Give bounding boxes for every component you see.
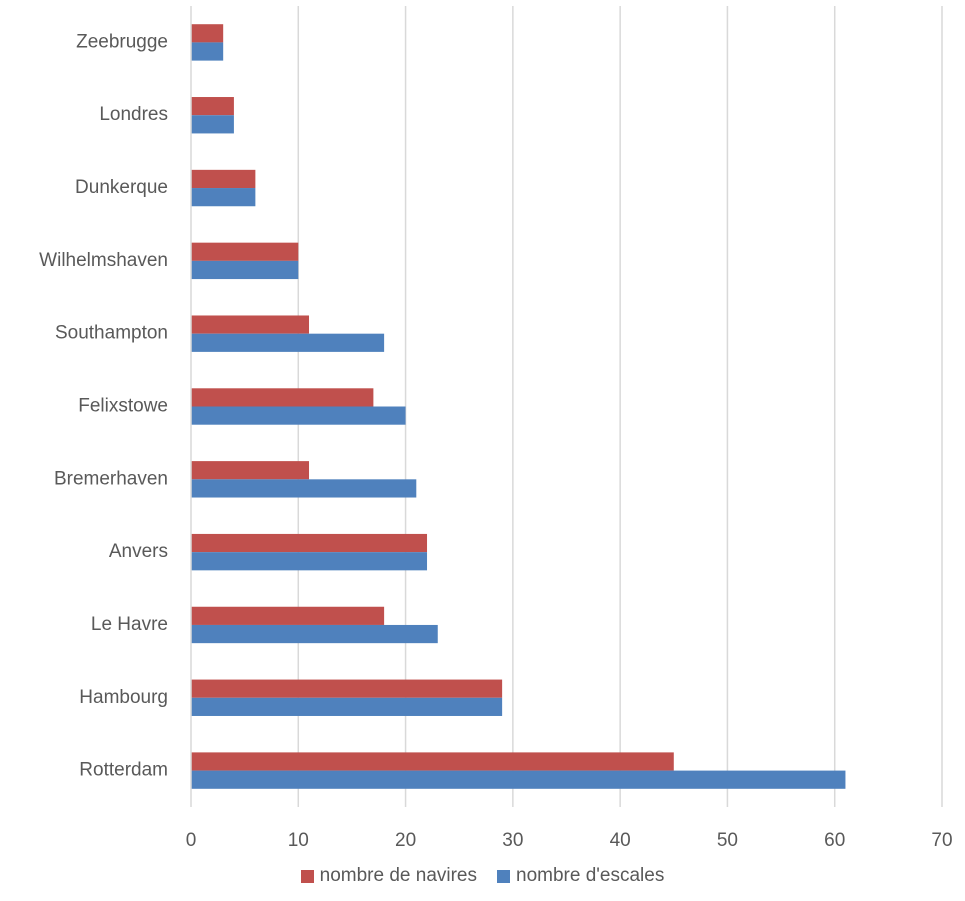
gridlines [297, 6, 943, 807]
category-label-zeebrugge: Zeebrugge [76, 31, 168, 52]
bar-escales-anvers [191, 552, 428, 571]
category-label-felixstowe: Felixstowe [78, 396, 168, 417]
category-label-dunkerque: Dunkerque [75, 177, 168, 198]
bars [191, 24, 846, 789]
bar-navires-zeebrugge [191, 24, 224, 43]
category-label-wilhelmshaven: Wilhelmshaven [39, 250, 168, 271]
bar-navires-londres [191, 97, 234, 116]
x-tick-label-50: 50 [717, 830, 738, 851]
bar-navires-dunkerque [191, 169, 256, 189]
bar-escales-le-havre [191, 624, 438, 644]
x-tick-label-30: 30 [502, 830, 523, 851]
bar-navires-southampton [191, 315, 310, 334]
category-label-le-havre: Le Havre [91, 614, 168, 635]
legend-item-navires: nombre de navires [300, 865, 478, 887]
category-label-bremerhaven: Bremerhaven [54, 468, 168, 489]
bar-navires-le-havre [191, 606, 385, 625]
x-tick-label-20: 20 [395, 830, 416, 851]
bar-navires-hambourg [191, 679, 503, 698]
bar-escales-dunkerque [191, 188, 256, 207]
x-tick-label-60: 60 [824, 830, 845, 851]
x-tick-label-10: 10 [288, 830, 309, 851]
category-label-rotterdam: Rotterdam [79, 760, 168, 781]
bar-escales-southampton [191, 333, 385, 352]
axes: Rotterdam Hambourg Le Havre Anvers Bremerhav… [39, 6, 953, 851]
bar-escales-londres [191, 115, 234, 134]
bar-navires-felixstowe [191, 388, 374, 407]
category-label-anvers: Anvers [109, 541, 168, 562]
category-label-southampton: Southampton [55, 323, 168, 344]
legend-swatch-escales [497, 869, 511, 883]
bar-escales-wilhelmshaven [191, 260, 299, 280]
bar-escales-zeebrugge [191, 42, 224, 61]
bar-navires-bremerhaven [191, 461, 310, 480]
bar-escales-hambourg [191, 697, 503, 716]
x-tick-label-40: 40 [610, 830, 631, 851]
legend-item-escales: nombre d'escales [497, 865, 664, 887]
legend-swatch-navires [300, 869, 314, 883]
bar-navires-wilhelmshaven [191, 242, 299, 261]
category-label-londres: Londres [99, 104, 168, 125]
bar-escales-rotterdam [191, 770, 846, 789]
category-label-hambourg: Hambourg [79, 687, 168, 708]
bar-navires-rotterdam [191, 752, 674, 771]
legend: nombre de navires nombre d'escales [0, 865, 965, 887]
bar-escales-felixstowe [191, 406, 406, 425]
x-tick-label-0: 0 [186, 830, 197, 851]
legend-label-navires: nombre de navires [319, 865, 478, 886]
x-tick-label-70: 70 [931, 830, 952, 851]
bar-escales-bremerhaven [191, 479, 417, 498]
bar-navires-anvers [191, 533, 428, 553]
legend-label-escales: nombre d'escales [516, 865, 665, 886]
